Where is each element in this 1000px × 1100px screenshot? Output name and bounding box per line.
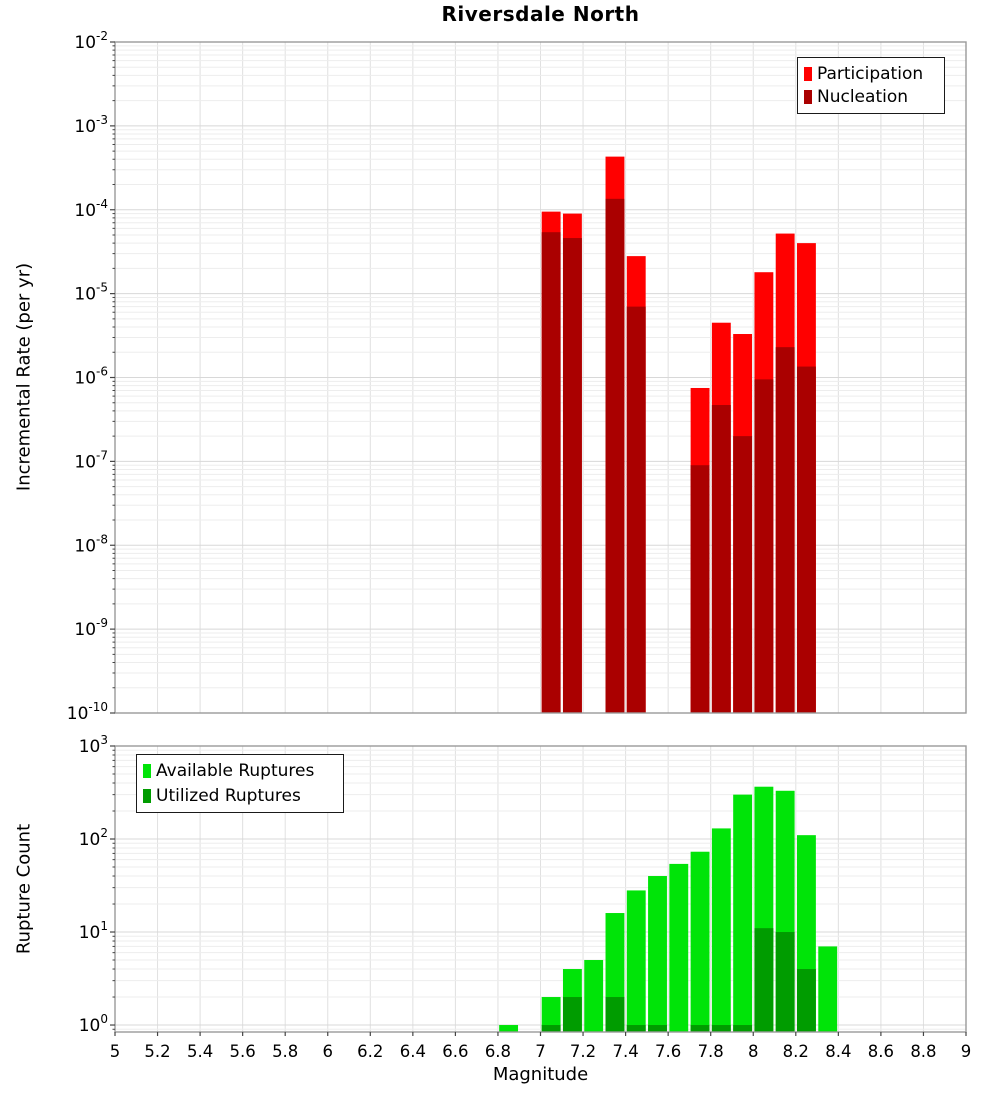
y-axis-tick-label: 10-5	[74, 281, 108, 305]
legend-item-participation: Participation	[804, 62, 938, 86]
y-axis-tick-label: 10-6	[74, 365, 108, 389]
bar-nucleation	[690, 465, 710, 713]
x-axis-tick-label: 7.8	[698, 1042, 724, 1061]
legend-count: Available Ruptures Utilized Ruptures	[136, 754, 344, 813]
y-axis-tick-label: 10-10	[67, 700, 108, 724]
y-axis-tick-label: 103	[79, 733, 108, 757]
bar-nucleation	[562, 238, 582, 713]
legend-item-available: Available Ruptures	[143, 759, 337, 783]
legend-label-available: Available Ruptures	[156, 761, 315, 782]
bar-available	[711, 828, 731, 1032]
x-axis-tick-label: 5.4	[187, 1042, 213, 1061]
x-axis-tick-label: 5.6	[230, 1042, 256, 1061]
x-axis-tick-label: 8.8	[910, 1042, 936, 1061]
x-axis-tick-label: 6.4	[400, 1042, 426, 1061]
x-axis-tick-label: 6.8	[485, 1042, 511, 1061]
bar-available	[626, 890, 646, 1032]
bar-available	[733, 794, 753, 1032]
legend-label-participation: Participation	[817, 63, 924, 84]
bar-utilized	[626, 1025, 646, 1032]
x-axis-tick-label: 7	[535, 1042, 546, 1061]
y-axis-title-rate: Incremental Rate (per yr)	[13, 262, 35, 492]
legend-label-nucleation: Nucleation	[817, 87, 909, 108]
bar-available	[648, 876, 667, 1032]
x-axis-tick-label: 9	[961, 1042, 972, 1061]
bar-nucleation	[605, 198, 625, 714]
x-axis-tick-label: 5.2	[144, 1042, 170, 1061]
bar-utilized	[733, 1025, 753, 1032]
bar-nucleation	[541, 232, 561, 713]
bar-nucleation	[733, 436, 753, 713]
bar-available	[499, 1025, 519, 1032]
y-axis-tick-label: 101	[79, 919, 108, 943]
bar-utilized	[541, 1025, 561, 1032]
bar-available	[584, 960, 604, 1032]
x-axis-tick-label: 6.2	[357, 1042, 383, 1061]
x-axis-tick-label: 5.8	[272, 1042, 298, 1061]
bar-available	[690, 851, 710, 1032]
y-axis-tick-label: 10-4	[74, 197, 108, 221]
legend-item-utilized: Utilized Ruptures	[143, 784, 337, 808]
bar-nucleation	[775, 347, 795, 713]
participation-swatch-icon	[804, 66, 812, 81]
bar-available	[541, 997, 561, 1032]
y-axis-title-count: Rupture Count	[13, 823, 35, 955]
y-axis-tick-label: 10-8	[74, 532, 108, 556]
x-axis-tick-label: 7.2	[570, 1042, 596, 1061]
bar-nucleation	[626, 306, 646, 713]
x-axis-tick-label: 6.6	[442, 1042, 468, 1061]
bar-nucleation	[754, 379, 774, 713]
y-axis-tick-label: 10-2	[74, 29, 108, 53]
bar-utilized	[754, 928, 774, 1032]
x-axis-tick-label: 8.4	[825, 1042, 851, 1061]
bar-utilized	[605, 997, 625, 1032]
x-axis-tick-label: 8.6	[868, 1042, 894, 1061]
legend-item-nucleation: Nucleation	[804, 86, 938, 110]
y-axis-tick-label: 10-9	[74, 616, 108, 640]
bar-utilized	[775, 932, 795, 1032]
x-axis-tick-label: 7.6	[655, 1042, 681, 1061]
legend-rate: Participation Nucleation	[797, 57, 945, 114]
page-title: Riversdale North	[441, 2, 640, 26]
x-axis-title: Magnitude	[492, 1064, 589, 1085]
utilized-swatch-icon	[143, 788, 151, 803]
legend-label-utilized: Utilized Ruptures	[156, 785, 301, 806]
bar-utilized	[562, 997, 582, 1032]
available-swatch-icon	[143, 764, 151, 779]
x-axis-tick-label: 6	[323, 1042, 334, 1061]
nucleation-swatch-icon	[804, 90, 812, 105]
x-axis-tick-label: 8.2	[783, 1042, 809, 1061]
x-axis-tick-label: 5	[110, 1042, 121, 1061]
x-axis-tick-label: 7.4	[612, 1042, 638, 1061]
bar-utilized	[711, 1025, 731, 1032]
x-axis-tick-label: 8	[748, 1042, 759, 1061]
bar-available	[818, 946, 838, 1032]
y-axis-tick-label: 10-3	[74, 113, 108, 137]
bar-utilized	[648, 1025, 667, 1032]
y-axis-tick-label: 10-7	[74, 448, 108, 472]
y-axis-tick-label: 102	[79, 826, 108, 850]
y-axis-tick-label: 100	[79, 1012, 108, 1036]
bar-nucleation	[797, 366, 816, 713]
bar-utilized	[690, 1025, 710, 1032]
bar-utilized	[797, 969, 816, 1032]
bar-available	[669, 863, 689, 1032]
bar-nucleation	[711, 405, 731, 713]
